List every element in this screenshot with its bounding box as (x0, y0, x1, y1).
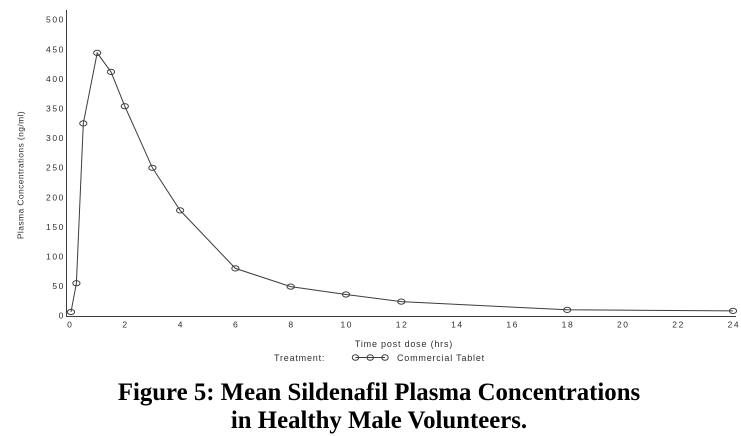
svg-text:4: 4 (178, 320, 184, 330)
svg-text:250: 250 (46, 163, 65, 173)
svg-text:100: 100 (46, 252, 65, 262)
svg-text:350: 350 (46, 104, 65, 114)
svg-text:300: 300 (46, 133, 65, 143)
svg-text:6: 6 (233, 320, 239, 330)
svg-text:20: 20 (617, 320, 630, 330)
svg-text:8: 8 (288, 320, 294, 330)
svg-text:18: 18 (562, 320, 575, 330)
svg-text:12: 12 (396, 320, 409, 330)
svg-text:22: 22 (672, 320, 685, 330)
svg-text:150: 150 (46, 222, 65, 232)
svg-text:24: 24 (728, 320, 741, 330)
svg-text:Time post dose (hrs): Time post dose (hrs) (355, 339, 453, 349)
svg-text:Commercial Tablet: Commercial Tablet (397, 353, 485, 363)
svg-text:450: 450 (46, 44, 65, 54)
svg-text:50: 50 (52, 281, 65, 291)
svg-text:0: 0 (59, 311, 65, 321)
svg-text:14: 14 (451, 320, 464, 330)
svg-text:Plasma Concentrations (ng/ml): Plasma Concentrations (ng/ml) (16, 111, 26, 239)
svg-text:Treatment:: Treatment: (274, 353, 325, 363)
svg-text:200: 200 (46, 192, 65, 202)
svg-text:10: 10 (340, 320, 353, 330)
svg-text:500: 500 (46, 15, 65, 25)
svg-text:400: 400 (46, 74, 65, 84)
svg-text:16: 16 (506, 320, 519, 330)
svg-text:2: 2 (122, 320, 128, 330)
svg-text:0: 0 (67, 320, 73, 330)
